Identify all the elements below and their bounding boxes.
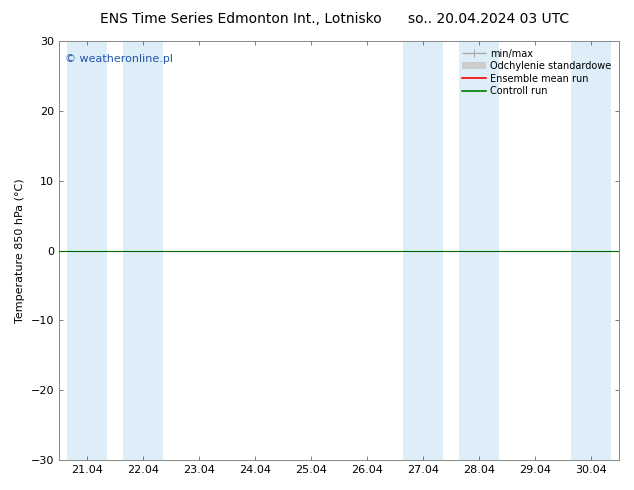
Legend: min/max, Odchylenie standardowe, Ensemble mean run, Controll run: min/max, Odchylenie standardowe, Ensembl… — [459, 46, 614, 99]
Y-axis label: Temperature 850 hPa (°C): Temperature 850 hPa (°C) — [15, 178, 25, 323]
Bar — [67, 41, 107, 460]
Text: © weatheronline.pl: © weatheronline.pl — [65, 53, 172, 64]
Bar — [403, 41, 443, 460]
Text: so.. 20.04.2024 03 UTC: so.. 20.04.2024 03 UTC — [408, 12, 569, 26]
Bar — [460, 41, 498, 460]
Bar — [124, 41, 162, 460]
Text: ENS Time Series Edmonton Int., Lotnisko: ENS Time Series Edmonton Int., Lotnisko — [100, 12, 382, 26]
Bar — [571, 41, 611, 460]
